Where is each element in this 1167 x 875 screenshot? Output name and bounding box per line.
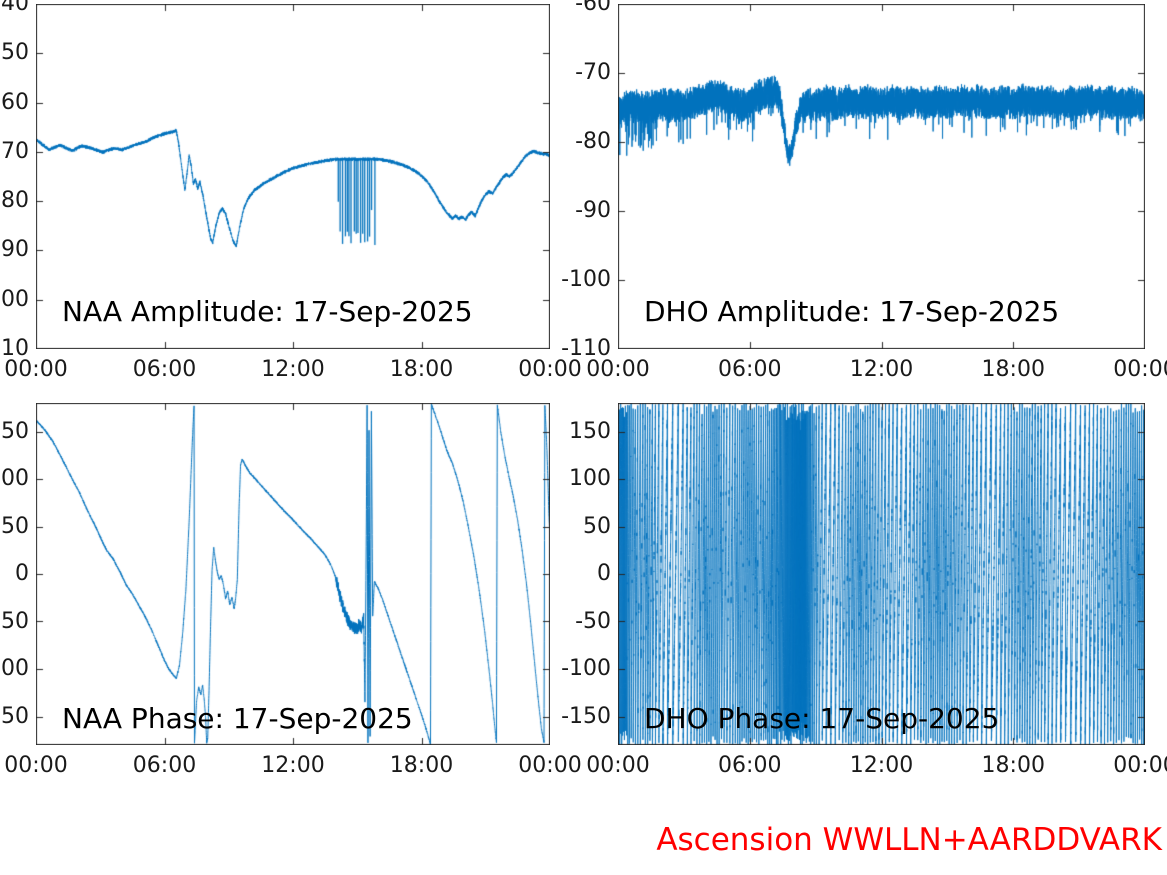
x-tick-label: 06:00 (132, 357, 197, 382)
naa-phase-canvas (36, 403, 550, 745)
y-tick-label: 100 (569, 466, 611, 491)
y-tick-label: -70 (575, 60, 611, 85)
naa-amplitude-title: NAA Amplitude: 17-Sep-2025 (62, 295, 473, 328)
x-tick-label: 18:00 (389, 753, 454, 778)
dho-amplitude-plot: DHO Amplitude: 17-Sep-2025 (618, 4, 1145, 349)
y-tick-label: -50 (575, 608, 611, 634)
dho-amplitude-canvas (618, 4, 1145, 349)
station-annotation: Ascension WWLLN+AARDDVARK (656, 822, 1162, 858)
x-tick-label: 06:00 (718, 357, 782, 382)
y-tick-label: 50 (1, 513, 29, 539)
y-tick-label: 50 (583, 513, 611, 539)
dho-phase-title: DHO Phase: 17-Sep-2025 (644, 702, 1000, 735)
y-tick-label: -50 (0, 40, 29, 66)
y-tick-label: 0 (15, 561, 29, 586)
x-tick-label: 00:00 (586, 357, 650, 382)
y-tick-label: -90 (0, 237, 29, 263)
y-tick-label: -110 (0, 336, 29, 361)
x-tick-label: 12:00 (849, 357, 914, 382)
x-tick-label: 18:00 (981, 357, 1045, 382)
x-tick-label: 12:00 (261, 357, 325, 382)
naa-amplitude-plot: NAA Amplitude: 17-Sep-2025 (36, 4, 550, 349)
y-tick-label: -60 (0, 89, 29, 115)
y-tick-label: -150 (0, 703, 29, 729)
x-tick-label: 12:00 (849, 753, 914, 778)
naa-phase-title: NAA Phase: 17-Sep-2025 (62, 702, 413, 735)
x-tick-label: 18:00 (389, 357, 454, 382)
y-tick-label: -70 (0, 138, 29, 164)
x-tick-label: 00:00 (1113, 753, 1167, 778)
x-tick-label: 00:00 (518, 357, 582, 382)
x-tick-label: 12:00 (261, 753, 325, 778)
y-tick-label: -100 (561, 267, 611, 292)
x-tick-label: 06:00 (718, 753, 782, 778)
y-tick-label: -100 (561, 656, 611, 681)
y-tick-label: 150 (569, 418, 611, 444)
y-tick-label: -110 (561, 336, 611, 361)
dho-phase-canvas (618, 403, 1145, 745)
x-tick-label: 00:00 (4, 753, 68, 778)
naa-phase-plot: NAA Phase: 17-Sep-2025 (36, 403, 550, 745)
y-tick-label: -150 (561, 703, 611, 729)
y-tick-label: -40 (0, 0, 29, 16)
y-tick-label: -90 (575, 198, 611, 223)
y-tick-label: 100 (0, 466, 29, 491)
naa-amplitude-canvas (36, 4, 550, 349)
dho-amplitude-title: DHO Amplitude: 17-Sep-2025 (644, 295, 1060, 328)
y-tick-label: -60 (575, 0, 611, 16)
y-tick-label: 150 (0, 418, 29, 444)
y-tick-label: 0 (597, 561, 611, 586)
x-tick-label: 00:00 (4, 357, 68, 382)
dho-phase-plot: DHO Phase: 17-Sep-2025 (618, 403, 1145, 745)
y-tick-label: -80 (575, 129, 611, 154)
y-tick-label: -50 (0, 608, 29, 634)
x-tick-label: 00:00 (1113, 357, 1167, 382)
x-tick-label: 00:00 (586, 753, 650, 778)
y-tick-label: -80 (0, 188, 29, 214)
x-tick-label: 06:00 (132, 753, 197, 778)
x-tick-label: 00:00 (518, 753, 582, 778)
y-tick-label: -100 (0, 286, 29, 312)
x-tick-label: 18:00 (981, 753, 1045, 778)
y-tick-label: -100 (0, 656, 29, 681)
